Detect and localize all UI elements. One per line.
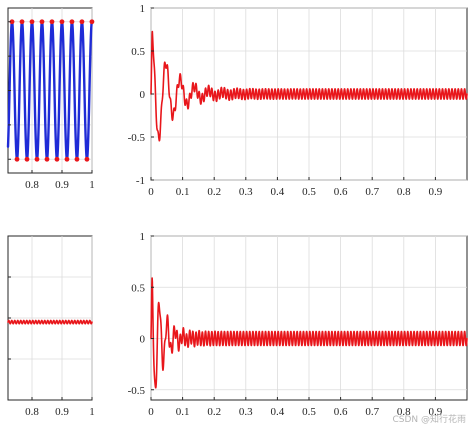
top-left-sample-point <box>54 156 60 162</box>
top-right-ytick-label: 0.5 <box>131 46 145 58</box>
top-left-panel: 0.8 0.9 1 <box>6 7 95 191</box>
top-right-series-line <box>150 30 468 142</box>
top-right-xtick-label: 0 <box>148 186 154 198</box>
top-left-sample-point <box>89 19 95 25</box>
bottom-right-ytick-label: 0.5 <box>131 282 145 294</box>
bottom-left-panel: 0.8 0.9 1 <box>7 235 95 418</box>
top-left-sample-point <box>44 156 50 162</box>
top-left-sample-point <box>59 19 65 25</box>
bottom-right-xtick-label: 0.6 <box>334 406 348 418</box>
top-right-xtick-label: 0.3 <box>239 186 253 198</box>
top-right-ytick-label: 1 <box>140 3 146 15</box>
top-left-sample-point <box>64 156 70 162</box>
top-right-ytick-label: 0 <box>140 89 146 101</box>
watermark: CSDN @知行花雨 <box>392 413 466 425</box>
top-left-sample-point <box>19 19 25 25</box>
top-left-sample-point <box>29 19 35 25</box>
top-right-xtick-label: 0.2 <box>207 186 221 198</box>
top-left-sample-point <box>49 19 55 25</box>
top-right-marks <box>150 30 468 142</box>
top-right-xtick-label: 0.1 <box>176 186 190 198</box>
bottom-left-xtick-label: 0.9 <box>55 406 69 418</box>
top-right-xtick-label: 0.4 <box>271 186 285 198</box>
top-right-xtick-label: 0.9 <box>429 186 443 198</box>
top-right-ticks: 0 0.1 0.2 0.3 0.4 0.5 0.6 0.7 0.8 0.9 1 0.5 0 -0.5 -1 <box>128 3 443 198</box>
top-left-sample-point <box>69 19 75 25</box>
bottom-left-ticks: 0.8 0.9 1 <box>8 276 95 418</box>
top-left-xtick-label: 0.9 <box>55 179 69 191</box>
bottom-right-xtick-label: 0.7 <box>365 406 379 418</box>
top-right-xtick-label: 0.7 <box>365 186 379 198</box>
bottom-right-series-line <box>150 277 468 389</box>
top-right-xtick-label: 0.8 <box>397 186 411 198</box>
top-right-xtick-label: 0.5 <box>302 186 316 198</box>
bottom-right-marks <box>150 277 468 389</box>
bottom-left-grid <box>8 236 93 400</box>
top-left-ticks: 0.8 0.9 1 <box>8 21 95 191</box>
top-left-xtick-label: 0.8 <box>25 179 39 191</box>
top-left-marks <box>6 19 95 162</box>
bottom-right-ticks: 0 0.1 0.2 0.3 0.4 0.5 0.6 0.7 0.8 0.910.50-0.5 <box>128 231 443 418</box>
bottom-right-panel: 0 0.1 0.2 0.3 0.4 0.5 0.6 0.7 0.8 0.910.50-0.5 <box>128 231 468 418</box>
top-left-sample-point <box>74 156 80 162</box>
top-left-sample-point <box>84 156 90 162</box>
bottom-right-ytick-label: 0 <box>140 334 146 346</box>
bottom-right-xtick-label: 0 <box>148 406 154 418</box>
top-right-ytick-label: -1 <box>136 175 145 187</box>
top-right-panel: 0 0.1 0.2 0.3 0.4 0.5 0.6 0.7 0.8 0.9 1 0.5 0 -0.5 -1 <box>128 3 468 198</box>
bottom-right-xtick-label: 0.2 <box>207 406 221 418</box>
bottom-right-xtick-label: 0.8 <box>397 406 411 418</box>
top-left-sample-point <box>79 19 85 25</box>
bottom-right-xtick-label: 0.3 <box>239 406 253 418</box>
top-left-sample-point <box>24 156 30 162</box>
bottom-left-xtick-label: 1 <box>89 406 95 418</box>
bottom-right-ytick-label: -0.5 <box>128 385 146 397</box>
top-left-xtick-label: 1 <box>89 179 95 191</box>
bottom-right-xtick-label: 0.5 <box>302 406 316 418</box>
top-left-sample-point <box>9 19 15 25</box>
top-left-sample-point <box>39 19 45 25</box>
bottom-right-xtick-label: 0.4 <box>271 406 285 418</box>
bottom-left-series-line <box>7 319 93 325</box>
bottom-left-xtick-label: 0.8 <box>25 406 39 418</box>
bottom-right-xtick-label: 0.9 <box>429 406 443 418</box>
bottom-right-xtick-label: 0.1 <box>176 406 190 418</box>
top-left-sample-point <box>14 156 20 162</box>
bottom-left-marks <box>7 319 93 325</box>
top-left-sample-point <box>34 156 40 162</box>
top-right-xtick-label: 0.6 <box>334 186 348 198</box>
top-right-ytick-label: -0.5 <box>128 132 146 144</box>
bottom-right-ytick-label: 1 <box>140 231 146 243</box>
